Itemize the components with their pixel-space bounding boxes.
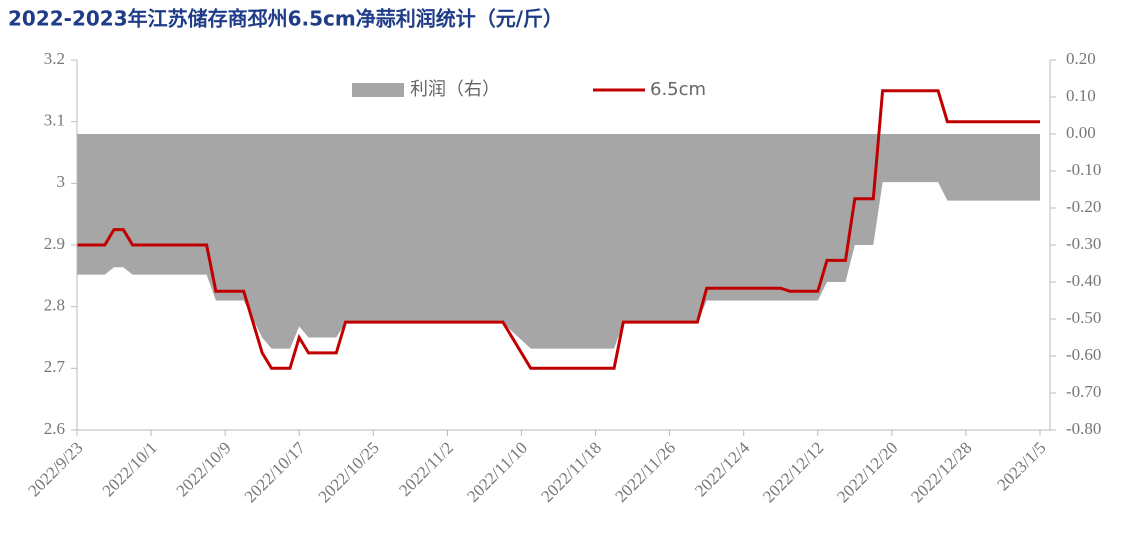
- legend-label: 6.5cm: [650, 79, 706, 100]
- x-tick-label: 2022/12/12: [759, 438, 827, 506]
- y-tick-label: 2.8: [44, 296, 65, 315]
- y-tick-label: 3: [57, 172, 66, 191]
- x-tick-label: 2023/1/5: [993, 438, 1049, 494]
- legend-label: 利润（右）: [410, 79, 500, 100]
- y-tick-label: 2.6: [44, 419, 65, 438]
- x-tick-label: 2022/11/2: [395, 438, 457, 500]
- legend-swatch: [352, 83, 404, 97]
- y2-tick-label: 0.20: [1066, 49, 1096, 68]
- x-tick-label: 2022/10/25: [315, 438, 383, 506]
- area: [77, 134, 1040, 349]
- y-tick-label: 2.9: [44, 234, 65, 253]
- y2-tick-label: -0.40: [1066, 271, 1101, 290]
- y2-tick-label: -0.20: [1066, 197, 1101, 216]
- x-tick-label: 2022/11/26: [611, 438, 679, 506]
- x-tick-label: 2022/11/10: [463, 438, 531, 506]
- y2-tick-label: -0.50: [1066, 308, 1101, 327]
- x-tick-label: 2022/12/4: [691, 438, 754, 501]
- y2-tick-label: -0.80: [1066, 419, 1101, 438]
- y2-tick-label: -0.60: [1066, 345, 1101, 364]
- y2-tick-label: 0.10: [1066, 86, 1096, 105]
- y2-tick-label: -0.30: [1066, 234, 1101, 253]
- x-tick-label: 2022/10/1: [98, 438, 160, 500]
- x-tick-label: 2022/10/9: [173, 438, 235, 500]
- x-tick-label: 2022/12/28: [907, 438, 975, 506]
- y2-tick-label: -0.70: [1066, 382, 1101, 401]
- x-tick-label: 2022/12/20: [833, 438, 901, 506]
- x-tick-label: 2022/9/23: [24, 438, 86, 500]
- y-tick-label: 3.1: [44, 111, 65, 130]
- y2-tick-label: 0.00: [1066, 123, 1096, 142]
- x-tick-label: 2022/11/18: [537, 438, 605, 506]
- line: [77, 89, 1040, 370]
- x-tick-label: 2022/10/17: [241, 438, 310, 507]
- y-tick-label: 2.7: [44, 357, 66, 376]
- y-tick-label: 3.2: [44, 49, 65, 68]
- y2-tick-label: -0.10: [1066, 160, 1101, 179]
- chart-title: 2022-2023年江苏储存商邳州6.5cm净蒜利润统计（元/斤）: [8, 7, 563, 31]
